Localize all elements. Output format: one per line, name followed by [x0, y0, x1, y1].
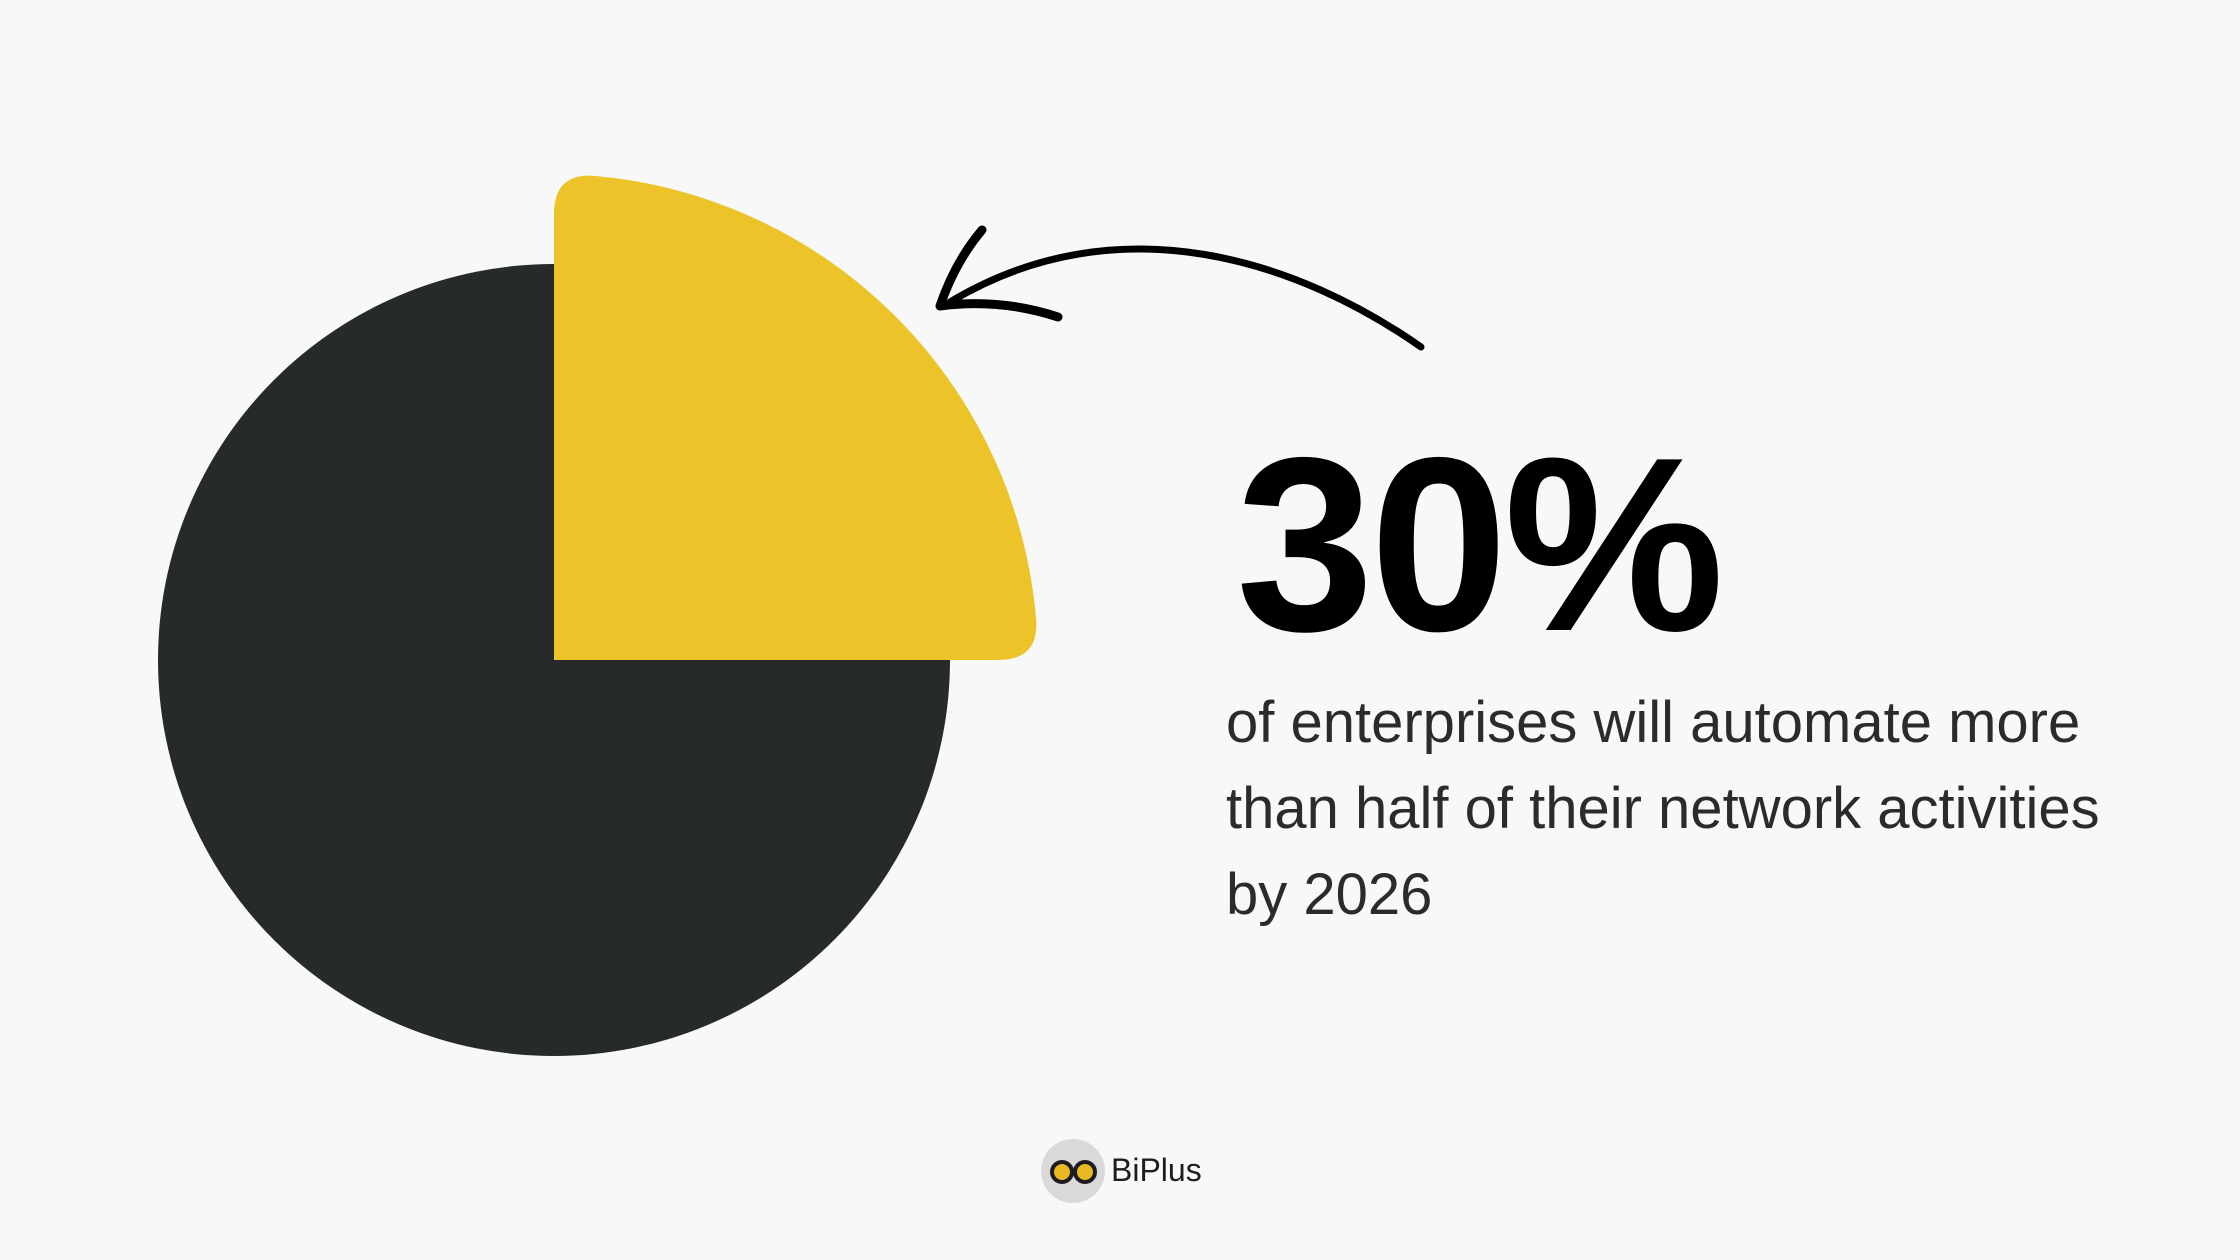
stat-description: of enterprises will automate more than h…	[1226, 690, 2100, 927]
arrow-head	[935, 225, 1063, 322]
logo-eye	[1073, 1160, 1097, 1184]
pie-slice	[554, 175, 1037, 661]
arrow	[946, 245, 1425, 351]
stat-value: 30%	[1236, 405, 1724, 683]
logo-text: BiPlus	[1111, 1152, 1202, 1188]
logo-eye	[1050, 1160, 1074, 1184]
